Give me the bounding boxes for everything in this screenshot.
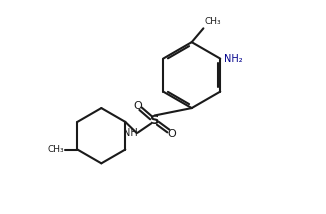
Text: S: S — [150, 114, 159, 127]
Text: CH₃: CH₃ — [48, 145, 64, 154]
Text: O: O — [167, 129, 176, 139]
Text: O: O — [133, 101, 142, 111]
Text: CH₃: CH₃ — [204, 17, 221, 26]
Text: NH₂: NH₂ — [224, 54, 243, 64]
Text: NH: NH — [123, 128, 137, 138]
